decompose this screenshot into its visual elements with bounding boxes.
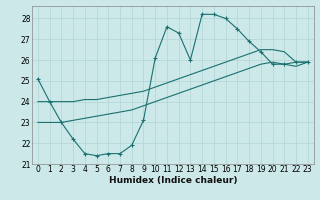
X-axis label: Humidex (Indice chaleur): Humidex (Indice chaleur) [108, 176, 237, 185]
